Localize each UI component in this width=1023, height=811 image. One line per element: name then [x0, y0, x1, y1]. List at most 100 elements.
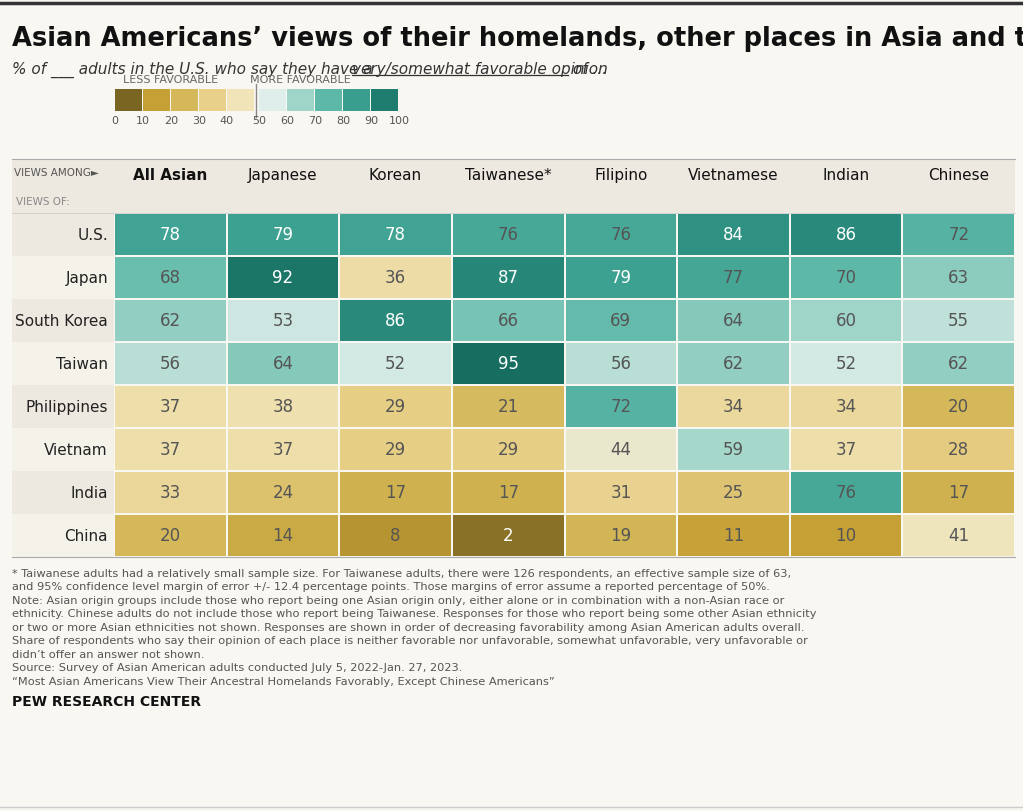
Text: U.S.: U.S. — [78, 228, 108, 242]
Text: Japan: Japan — [65, 271, 108, 285]
Text: 2: 2 — [503, 527, 514, 545]
Text: 52: 52 — [385, 355, 406, 373]
FancyBboxPatch shape — [678, 215, 789, 255]
Text: 37: 37 — [836, 441, 856, 459]
Text: 10: 10 — [136, 116, 150, 126]
FancyBboxPatch shape — [453, 258, 564, 298]
FancyBboxPatch shape — [453, 387, 564, 427]
Text: 70: 70 — [836, 269, 856, 287]
FancyBboxPatch shape — [903, 258, 1014, 298]
FancyBboxPatch shape — [12, 471, 114, 514]
Text: 21: 21 — [497, 398, 519, 416]
Text: 78: 78 — [160, 226, 181, 244]
FancyBboxPatch shape — [287, 90, 314, 112]
FancyBboxPatch shape — [12, 428, 114, 471]
FancyBboxPatch shape — [678, 515, 789, 556]
Text: 11: 11 — [723, 527, 744, 545]
FancyBboxPatch shape — [315, 90, 342, 112]
Text: * Taiwanese adults had a relatively small sample size. For Taiwanese adults, the: * Taiwanese adults had a relatively smal… — [12, 569, 791, 578]
Text: 50: 50 — [252, 116, 266, 126]
Text: 68: 68 — [160, 269, 181, 287]
Text: VIEWS OF:: VIEWS OF: — [16, 197, 70, 207]
FancyBboxPatch shape — [566, 387, 676, 427]
FancyBboxPatch shape — [341, 473, 451, 513]
Text: 64: 64 — [723, 312, 744, 330]
FancyBboxPatch shape — [259, 90, 286, 112]
FancyBboxPatch shape — [115, 473, 226, 513]
Text: China: China — [64, 528, 108, 543]
FancyBboxPatch shape — [903, 344, 1014, 384]
FancyBboxPatch shape — [115, 258, 226, 298]
FancyBboxPatch shape — [228, 215, 339, 255]
FancyBboxPatch shape — [791, 215, 901, 255]
FancyBboxPatch shape — [12, 299, 114, 342]
FancyBboxPatch shape — [143, 90, 170, 112]
Text: 60: 60 — [280, 116, 294, 126]
FancyBboxPatch shape — [791, 258, 901, 298]
FancyBboxPatch shape — [228, 258, 339, 298]
Text: didn’t offer an answer not shown.: didn’t offer an answer not shown. — [12, 649, 205, 659]
FancyBboxPatch shape — [12, 160, 1015, 214]
Text: 29: 29 — [497, 441, 519, 459]
FancyBboxPatch shape — [791, 515, 901, 556]
Text: 10: 10 — [836, 527, 856, 545]
Text: MORE FAVORABLE: MORE FAVORABLE — [250, 75, 350, 85]
Text: 24: 24 — [272, 484, 294, 502]
FancyBboxPatch shape — [453, 301, 564, 341]
FancyBboxPatch shape — [371, 90, 398, 112]
FancyBboxPatch shape — [678, 387, 789, 427]
Text: 77: 77 — [723, 269, 744, 287]
FancyBboxPatch shape — [115, 430, 226, 470]
Text: Vietnam: Vietnam — [44, 443, 108, 457]
Text: 20: 20 — [948, 398, 969, 416]
FancyBboxPatch shape — [791, 344, 901, 384]
Text: Note: Asian origin groups include those who report being one Asian origin only, : Note: Asian origin groups include those … — [12, 595, 785, 605]
FancyBboxPatch shape — [566, 215, 676, 255]
Text: 17: 17 — [385, 484, 406, 502]
FancyBboxPatch shape — [453, 344, 564, 384]
Text: 29: 29 — [385, 398, 406, 416]
FancyBboxPatch shape — [453, 473, 564, 513]
Text: 55: 55 — [948, 312, 969, 330]
Text: 79: 79 — [272, 226, 294, 244]
Text: Taiwan: Taiwan — [56, 357, 108, 371]
Text: and 95% confidence level margin of error +/- 12.4 percentage points. Those margi: and 95% confidence level margin of error… — [12, 581, 770, 592]
Text: Japanese: Japanese — [249, 168, 318, 182]
Text: 72: 72 — [611, 398, 631, 416]
FancyBboxPatch shape — [228, 344, 339, 384]
Text: 62: 62 — [948, 355, 969, 373]
Text: Asian Americans’ views of their homelands, other places in Asia and the U.S.: Asian Americans’ views of their homeland… — [12, 26, 1023, 52]
FancyBboxPatch shape — [903, 387, 1014, 427]
Text: 33: 33 — [160, 484, 181, 502]
Text: 17: 17 — [948, 484, 969, 502]
Text: or two or more Asian ethnicities not shown. Responses are shown in order of decr: or two or more Asian ethnicities not sho… — [12, 622, 804, 633]
Text: 86: 86 — [385, 312, 406, 330]
FancyBboxPatch shape — [453, 430, 564, 470]
Text: 66: 66 — [497, 312, 519, 330]
FancyBboxPatch shape — [12, 342, 114, 385]
Text: Source: Survey of Asian American adults conducted July 5, 2022-Jan. 27, 2023.: Source: Survey of Asian American adults … — [12, 663, 462, 672]
FancyBboxPatch shape — [566, 430, 676, 470]
Text: 78: 78 — [385, 226, 406, 244]
FancyBboxPatch shape — [171, 90, 198, 112]
FancyBboxPatch shape — [791, 301, 901, 341]
Text: “Most Asian Americans View Their Ancestral Homelands Favorably, Except Chinese A: “Most Asian Americans View Their Ancestr… — [12, 676, 554, 686]
FancyBboxPatch shape — [341, 258, 451, 298]
FancyBboxPatch shape — [228, 430, 339, 470]
Text: 20: 20 — [160, 527, 181, 545]
Text: 76: 76 — [497, 226, 519, 244]
Text: 34: 34 — [836, 398, 856, 416]
FancyBboxPatch shape — [903, 215, 1014, 255]
Text: 37: 37 — [160, 441, 181, 459]
Text: 31: 31 — [610, 484, 631, 502]
FancyBboxPatch shape — [341, 215, 451, 255]
FancyBboxPatch shape — [199, 90, 226, 112]
FancyBboxPatch shape — [341, 301, 451, 341]
Text: 20: 20 — [164, 116, 178, 126]
FancyBboxPatch shape — [678, 473, 789, 513]
FancyBboxPatch shape — [341, 344, 451, 384]
Text: ethnicity. Chinese adults do not include those who report being Taiwanese. Respo: ethnicity. Chinese adults do not include… — [12, 609, 816, 619]
FancyBboxPatch shape — [12, 257, 114, 299]
Text: 72: 72 — [948, 226, 969, 244]
FancyBboxPatch shape — [791, 473, 901, 513]
